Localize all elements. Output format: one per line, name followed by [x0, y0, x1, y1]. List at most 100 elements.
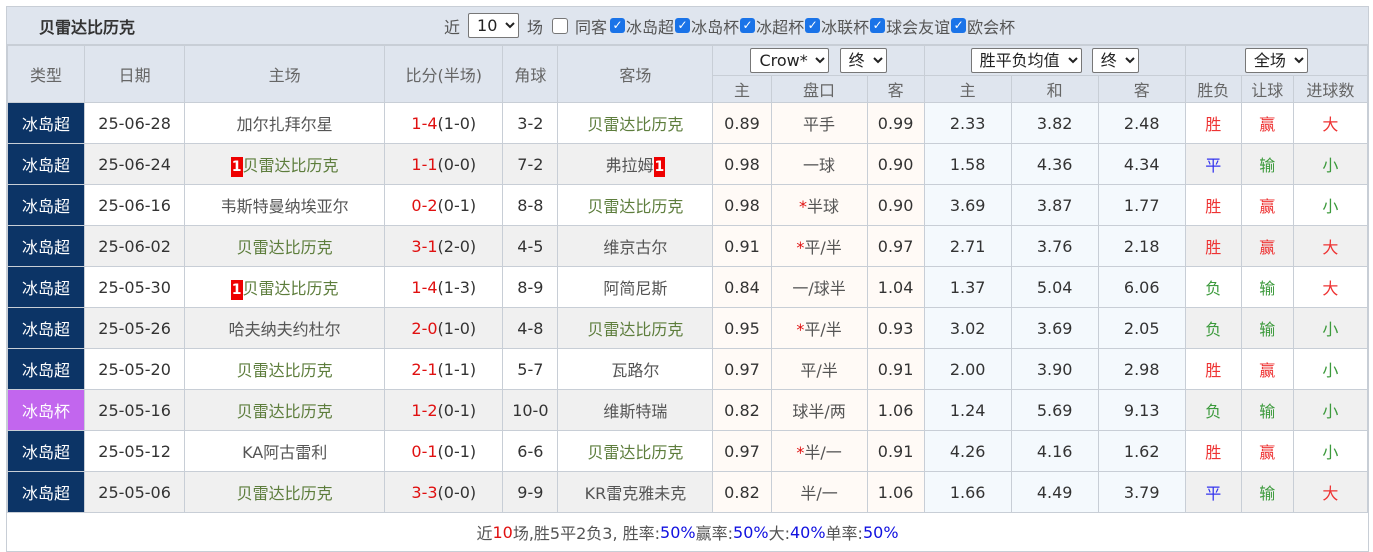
competition-type[interactable]: 冰岛杯	[6, 389, 86, 431]
filter-checkbox[interactable]: ✓	[951, 18, 967, 33]
half-score: (0-1)	[437, 195, 477, 215]
home-team-name[interactable]: 韦斯特曼纳埃亚尔	[220, 197, 349, 216]
score[interactable]: 1-4(1-3)	[384, 266, 504, 308]
score[interactable]: 1-4(1-0)	[384, 102, 504, 144]
recent-count-select[interactable]: 10	[468, 13, 520, 38]
home-team-name[interactable]: KA阿古雷利	[242, 443, 328, 462]
home-team-name[interactable]: 贝雷达比历克	[242, 278, 339, 298]
match-date: 25-06-02	[84, 225, 186, 267]
home-team[interactable]: 贝雷达比历克	[184, 471, 386, 513]
same-venue-checkbox[interactable]	[552, 17, 569, 34]
ah-away-odds: 0.99	[866, 102, 925, 144]
away-team[interactable]: 弗拉姆1	[557, 143, 714, 185]
red-card-badge: 1	[230, 156, 243, 177]
away-team-name[interactable]: 贝雷达比历克	[587, 115, 684, 134]
away-team[interactable]: 维京古尔	[557, 225, 714, 267]
score[interactable]: 2-0(1-0)	[384, 307, 504, 349]
competition-type[interactable]: 冰岛超	[6, 225, 86, 267]
away-team-name[interactable]: 贝雷达比历克	[587, 320, 684, 339]
period-select[interactable]: 全场	[1244, 48, 1308, 73]
table-row: 冰岛杯 25-05-16 贝雷达比历克 1-2(0-1) 10-0 维斯特瑞 0…	[6, 389, 1369, 431]
competition-type[interactable]: 冰岛超	[6, 307, 86, 349]
home-team[interactable]: 1贝雷达比历克	[184, 266, 386, 308]
competition-type[interactable]: 冰岛超	[6, 471, 86, 513]
ah-line: 球半/两	[770, 389, 868, 431]
away-team-name[interactable]: 阿简尼斯	[603, 279, 668, 298]
away-team-name[interactable]: 维斯特瑞	[603, 402, 668, 421]
away-team[interactable]: KR雷克雅未克	[557, 471, 714, 513]
filter-checkbox[interactable]: ✓	[740, 18, 756, 33]
result: 胜	[1184, 430, 1242, 472]
handicap-mode-select[interactable]: 终	[839, 48, 887, 73]
competition-type[interactable]: 冰岛超	[6, 184, 86, 226]
col-eu-draw: 和	[1010, 75, 1099, 103]
home-team[interactable]: 韦斯特曼纳埃亚尔	[184, 184, 386, 226]
goals-result: 大	[1292, 102, 1369, 144]
away-team-name[interactable]: 维京古尔	[603, 238, 668, 257]
away-team-name[interactable]: KR雷克雅未克	[584, 484, 687, 503]
away-team-name[interactable]: 弗拉姆	[605, 155, 654, 175]
goals-result: 小	[1292, 389, 1369, 431]
home-team-name[interactable]: 贝雷达比历克	[236, 484, 333, 503]
away-team[interactable]: 维斯特瑞	[557, 389, 714, 431]
competition-type[interactable]: 冰岛超	[6, 430, 86, 472]
score[interactable]: 3-1(2-0)	[384, 225, 504, 267]
ah-home-odds: 0.89	[712, 102, 772, 144]
competition-type[interactable]: 冰岛超	[6, 348, 86, 390]
home-team-name[interactable]: 哈夫纳夫约杜尔	[228, 320, 341, 339]
filter-checkbox[interactable]: ✓	[870, 18, 886, 33]
ah-away-odds: 1.06	[866, 389, 925, 431]
home-team-name[interactable]: 贝雷达比历克	[236, 402, 333, 421]
filter-checkbox[interactable]: ✓	[805, 18, 821, 33]
goals-result: 小	[1292, 307, 1369, 349]
away-team[interactable]: 贝雷达比历克	[557, 184, 714, 226]
ah-line-text: 平手	[803, 115, 836, 134]
score[interactable]: 0-1(0-1)	[384, 430, 504, 472]
filter-checkbox[interactable]: ✓	[675, 18, 691, 33]
filter-checkbox[interactable]: ✓	[610, 18, 626, 33]
competition-type[interactable]: 冰岛超	[6, 143, 86, 185]
away-team[interactable]: 瓦路尔	[557, 348, 714, 390]
away-team[interactable]: 贝雷达比历克	[557, 102, 714, 144]
col-eu-home: 主	[923, 75, 1012, 103]
away-team[interactable]: 贝雷达比历克	[557, 307, 714, 349]
summary-text: 赢率:	[695, 524, 734, 543]
home-team[interactable]: KA阿古雷利	[184, 430, 386, 472]
odds-mode-select[interactable]: 终	[1091, 48, 1139, 73]
score[interactable]: 2-1(1-1)	[384, 348, 504, 390]
company-select[interactable]: Crow*	[750, 48, 830, 73]
home-team[interactable]: 贝雷达比历克	[184, 225, 386, 267]
home-team[interactable]: 贝雷达比历克	[184, 389, 386, 431]
full-score: 1-4	[411, 277, 438, 297]
ah-home-odds: 0.82	[712, 471, 772, 513]
away-team-name[interactable]: 贝雷达比历克	[587, 443, 684, 462]
away-team[interactable]: 贝雷达比历克	[557, 430, 714, 472]
home-team-name[interactable]: 贝雷达比历克	[236, 361, 333, 380]
eu-draw-odds: 3.90	[1010, 348, 1099, 390]
table-row: 冰岛超 25-05-30 1贝雷达比历克 1-4(1-3) 8-9 阿简尼斯 0…	[6, 266, 1369, 308]
home-team-name[interactable]: 贝雷达比历克	[242, 155, 339, 175]
home-team[interactable]: 贝雷达比历克	[184, 348, 386, 390]
score[interactable]: 3-3(0-0)	[384, 471, 504, 513]
handicap-result: 赢	[1240, 430, 1294, 472]
ah-away-odds: 1.06	[866, 471, 925, 513]
home-team[interactable]: 加尔扎拜尔星	[184, 102, 386, 144]
score[interactable]: 1-2(0-1)	[384, 389, 504, 431]
corners: 9-9	[502, 471, 559, 513]
competition-type[interactable]: 冰岛超	[6, 266, 86, 308]
away-team[interactable]: 阿简尼斯	[557, 266, 714, 308]
away-team-name[interactable]: 瓦路尔	[611, 361, 660, 380]
home-team[interactable]: 哈夫纳夫约杜尔	[184, 307, 386, 349]
odds-type-select[interactable]: 胜平负均值	[970, 48, 1082, 73]
score[interactable]: 0-2(0-1)	[384, 184, 504, 226]
competition-type[interactable]: 冰岛超	[6, 102, 86, 144]
away-team-name[interactable]: 贝雷达比历克	[587, 197, 684, 216]
eu-away-odds: 2.18	[1097, 225, 1186, 267]
result: 负	[1184, 389, 1242, 431]
home-team-name[interactable]: 贝雷达比历克	[236, 238, 333, 257]
score[interactable]: 1-1(0-0)	[384, 143, 504, 185]
home-team-name[interactable]: 加尔扎拜尔星	[236, 115, 333, 134]
ah-home-odds: 0.97	[712, 348, 772, 390]
eu-draw-odds: 4.36	[1010, 143, 1099, 185]
home-team[interactable]: 1贝雷达比历克	[184, 143, 386, 185]
